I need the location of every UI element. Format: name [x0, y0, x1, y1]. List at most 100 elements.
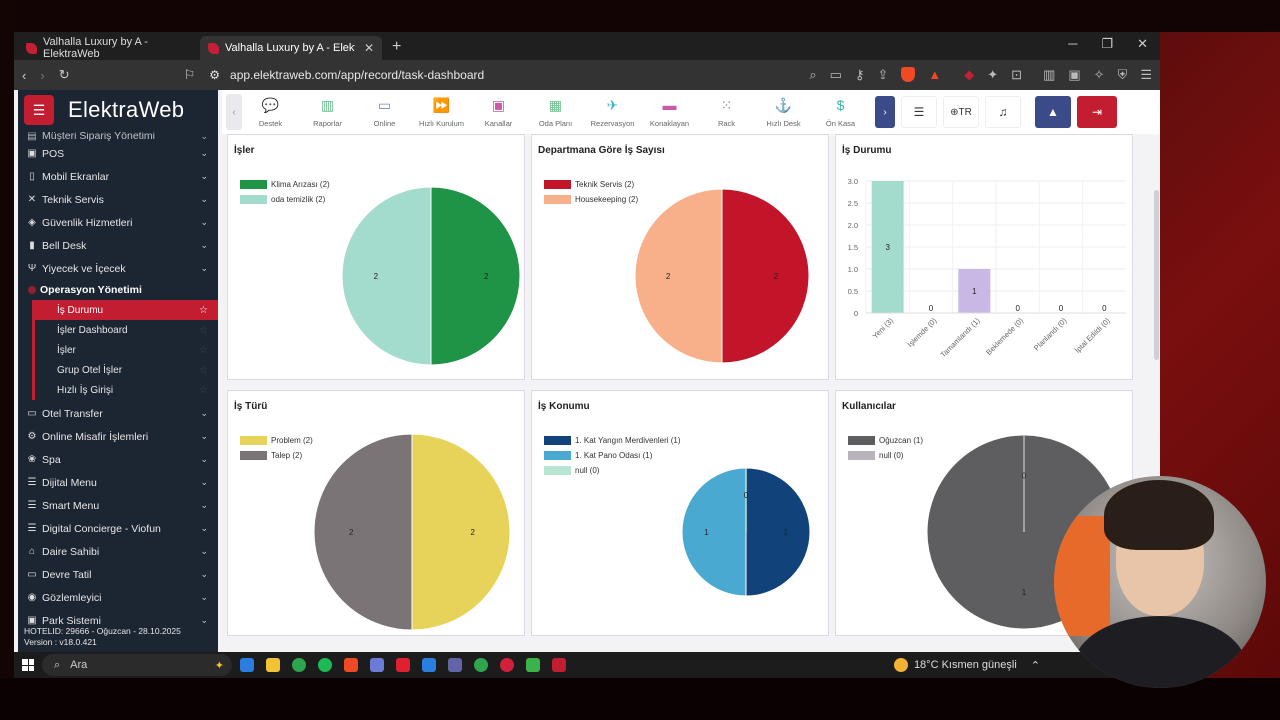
chevron-down-icon[interactable]: ⌄ — [200, 263, 208, 273]
toolbar-item-oda-plan-[interactable]: ▦ Oda Planı — [527, 97, 584, 128]
chevron-down-icon[interactable]: ⌄ — [200, 569, 208, 579]
reload-icon[interactable]: ↻ — [58, 67, 70, 82]
legend-item[interactable]: null (0) — [544, 463, 681, 478]
chrome-app-icon[interactable] — [292, 658, 306, 672]
legend-item[interactable]: null (0) — [848, 448, 923, 463]
zoom-icon[interactable]: ⌕ — [809, 67, 817, 82]
browser-tab-active[interactable]: Valhalla Luxury by A - ElektraWeb ✕ — [200, 36, 382, 60]
legend-item[interactable]: 1. Kat Pano Odası (1) — [544, 448, 681, 463]
chevron-down-icon[interactable]: ⌄ — [200, 194, 208, 204]
logout-button[interactable]: ⇥ — [1077, 96, 1117, 128]
sidebar-subitem[interactable]: Grup Otel İşler ☆ — [32, 360, 218, 380]
toolbar-prev-button[interactable]: ‹ — [226, 94, 242, 130]
toolbar-item-online[interactable]: ▭ Online — [356, 97, 413, 128]
sidebar-item[interactable]: ▣ POS ⌄ — [18, 142, 218, 165]
forward-icon[interactable]: › — [40, 67, 45, 83]
chevron-down-icon[interactable]: ⌄ — [200, 546, 208, 556]
toolbar-item-h-zl-kurulum[interactable]: ⏩ Hızlı Kurulum — [413, 97, 470, 128]
legend-item[interactable]: 1. Kat Yangın Merdivenleri (1) — [544, 433, 681, 448]
sidebar-item[interactable]: ☰ Digital Concierge - Viofun ⌄ — [18, 517, 218, 540]
screenshot-icon[interactable]: ⊡ — [1011, 67, 1023, 82]
sidebar-item[interactable]: ▯ Mobil Ekranlar ⌄ — [18, 165, 218, 188]
site-info-icon[interactable]: ⚙ — [209, 68, 221, 82]
browser-tab[interactable]: Valhalla Luxury by A - ElektraWeb — [18, 36, 200, 60]
spotify-app-icon[interactable] — [318, 658, 332, 672]
weather-widget[interactable]: 18°C Kısmen güneşli ⌃ — [893, 658, 1160, 672]
favorite-star-icon[interactable]: ☆ — [199, 304, 208, 316]
legend-item[interactable]: Klima Arızası (2) — [240, 177, 330, 192]
section-title-operasyon[interactable]: Operasyon Yönetimi — [18, 280, 218, 300]
key-icon[interactable]: ⚷ — [854, 67, 865, 82]
chevron-down-icon[interactable]: ⌄ — [200, 500, 208, 510]
legend-item[interactable]: Problem (2) — [240, 433, 313, 448]
lock-button[interactable]: ▲ — [1035, 96, 1071, 128]
sidebar-item[interactable]: ◉ Gözlemleyici ⌄ — [18, 586, 218, 609]
extensions-icon[interactable]: ✦ — [987, 67, 999, 82]
file-explorer-icon[interactable] — [266, 658, 280, 672]
toolbar-item-raporlar[interactable]: ▥ Raporlar — [299, 97, 356, 128]
notifications-button[interactable]: ♫ — [985, 96, 1021, 128]
maximize-icon[interactable]: ❐ — [1101, 36, 1114, 51]
sidebar-subitem[interactable]: İş Durumu ☆ — [32, 300, 218, 320]
chevron-down-icon[interactable]: ⌄ — [200, 477, 208, 487]
brave-rewards-icon[interactable]: ▲ — [928, 67, 942, 82]
toolbar-item-destek[interactable]: 💬 Destek — [242, 97, 299, 128]
recorder-app-icon[interactable] — [396, 658, 410, 672]
chrome-app-icon-2[interactable] — [474, 658, 488, 672]
favorite-star-icon[interactable]: ☆ — [199, 324, 208, 336]
cast-icon[interactable]: ▭ — [829, 67, 842, 82]
sidebar-subitem[interactable]: İşler Dashboard ☆ — [32, 320, 218, 340]
windows-start-icon[interactable] — [22, 659, 34, 671]
toolbar-item-h-zl-desk[interactable]: ⚓ Hızlı Desk — [755, 97, 812, 128]
sidebar-item[interactable]: ▮ Bell Desk ⌄ — [18, 234, 218, 257]
tray-chevron-icon[interactable]: ⌃ — [1030, 659, 1040, 672]
wallet-icon[interactable]: ▣ — [1068, 67, 1081, 82]
favorite-star-icon[interactable]: ☆ — [199, 344, 208, 356]
brave-app-icon[interactable] — [344, 658, 358, 672]
teams-app-icon[interactable] — [448, 658, 462, 672]
toolbar-item-rack[interactable]: ⁙ Rack — [698, 97, 755, 128]
toolbar-item--n-kasa[interactable]: $ Ön Kasa — [812, 97, 869, 128]
share-icon[interactable]: ⇪ — [877, 67, 889, 82]
bookmark-icon[interactable]: ⚐ — [183, 67, 196, 82]
page-scrollbar[interactable] — [1154, 190, 1159, 360]
app-green-icon[interactable] — [526, 658, 540, 672]
favorite-star-icon[interactable]: ☆ — [199, 384, 208, 396]
tab-close-icon[interactable]: ✕ — [363, 41, 374, 55]
toolbar-next-button[interactable]: › — [875, 96, 895, 128]
chevron-down-icon[interactable]: ⌄ — [200, 408, 208, 418]
toolbar-item-rezervasyon[interactable]: ✈ Rezervasyon — [584, 97, 641, 128]
sidebar-item[interactable]: ☰ Smart Menu ⌄ — [18, 494, 218, 517]
sidebar-item[interactable]: ▣ Park Sistemi ⌄ — [18, 609, 218, 632]
legend-item[interactable]: oda temizlik (2) — [240, 192, 330, 207]
sidebar-item[interactable]: Ψ Yiyecek ve İçecek ⌄ — [18, 257, 218, 280]
legend-item[interactable]: Teknik Servis (2) — [544, 177, 638, 192]
chevron-down-icon[interactable]: ⌄ — [200, 615, 208, 625]
legend-item[interactable]: Oğuzcan (1) — [848, 433, 923, 448]
chevron-down-icon[interactable]: ⌄ — [200, 431, 208, 441]
sidebar-item[interactable]: ▭ Otel Transfer ⌄ — [18, 402, 218, 425]
back-icon[interactable]: ‹ — [22, 67, 27, 83]
taskbar-search[interactable]: ⌕ Ara ✦ — [42, 654, 232, 676]
menu-toggle-icon[interactable]: ☰ — [24, 95, 54, 125]
chevron-down-icon[interactable]: ⌄ — [200, 171, 208, 181]
url-field[interactable]: ⚙ app.elektraweb.com/app/record/task-das… — [209, 68, 795, 82]
leo-icon[interactable]: ✧ — [1093, 67, 1105, 82]
outlook-app-icon[interactable] — [422, 658, 436, 672]
chevron-down-icon[interactable]: ⌄ — [200, 240, 208, 250]
sidebar-subitem[interactable]: İşler ☆ — [32, 340, 218, 360]
url-text[interactable]: app.elektraweb.com/app/record/task-dashb… — [230, 68, 485, 82]
sidebar-subitem[interactable]: Hızlı İş Girişi ☆ — [32, 380, 218, 400]
chevron-down-icon[interactable]: ⌄ — [200, 132, 208, 141]
opera-app-icon[interactable] — [500, 658, 514, 672]
sidebar-item[interactable]: ⚙ Online Misafir İşlemleri ⌄ — [18, 425, 218, 448]
toolbar-item-kanallar[interactable]: ▣ Kanallar — [470, 97, 527, 128]
sidebar-item[interactable]: ❀ Spa ⌄ — [18, 448, 218, 471]
chevron-down-icon[interactable]: ⌄ — [200, 523, 208, 533]
extension-elektra-icon[interactable]: ◆ — [964, 67, 975, 82]
toolbar-item-konaklayan[interactable]: ▬ Konaklayan — [641, 97, 698, 128]
sidebar-item[interactable]: ✕ Teknik Servis ⌄ — [18, 188, 218, 211]
brave-shield-icon[interactable] — [901, 67, 916, 82]
filter-button[interactable]: ☰ — [901, 96, 937, 128]
sidebar-toggle-icon[interactable]: ▥ — [1043, 67, 1056, 82]
